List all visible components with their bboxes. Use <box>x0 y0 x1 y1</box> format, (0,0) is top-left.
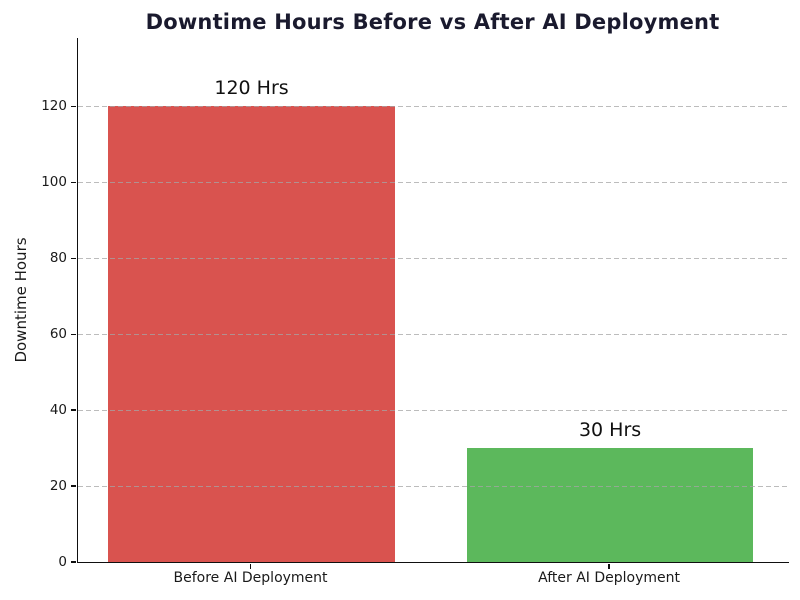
y-tick-mark-100 <box>70 181 76 183</box>
y-tick-mark-0 <box>70 561 76 563</box>
x-tick-mark-0 <box>249 563 252 569</box>
chart-title: Downtime Hours Before vs After AI Deploy… <box>145 10 720 34</box>
bar-value-label-1: 30 Hrs <box>578 419 642 442</box>
x-tick-label-1: After AI Deployment <box>538 570 681 586</box>
y-tick-mark-80 <box>70 257 76 259</box>
y-tick-label-20: 20 <box>49 478 67 495</box>
y-tick-label-40: 40 <box>49 402 67 419</box>
gridline-y20 <box>78 485 789 487</box>
x-tick-label-0: Before AI Deployment <box>173 570 328 586</box>
y-tick-mark-120 <box>70 105 76 107</box>
y-tick-label-100: 100 <box>41 174 67 191</box>
y-tick-mark-20 <box>70 485 76 487</box>
bar-1 <box>466 448 754 562</box>
y-tick-mark-60 <box>70 333 76 335</box>
plot-area: 120 Hrs 30 Hrs <box>77 38 789 563</box>
gridline-y120 <box>78 105 789 107</box>
y-tick-label-0: 0 <box>58 554 67 570</box>
y-tick-label-80: 80 <box>49 250 67 267</box>
gridline-y80 <box>78 257 789 259</box>
y-tick-mark-40 <box>70 409 76 411</box>
bar-value-label-0: 120 Hrs <box>214 77 289 100</box>
gridline-y40 <box>78 409 789 411</box>
gridline-y100 <box>78 181 789 183</box>
y-tick-label-120: 120 <box>41 98 67 115</box>
gridline-y60 <box>78 333 789 335</box>
x-tick-mark-1 <box>608 563 610 569</box>
y-tick-label-60: 60 <box>49 326 67 343</box>
